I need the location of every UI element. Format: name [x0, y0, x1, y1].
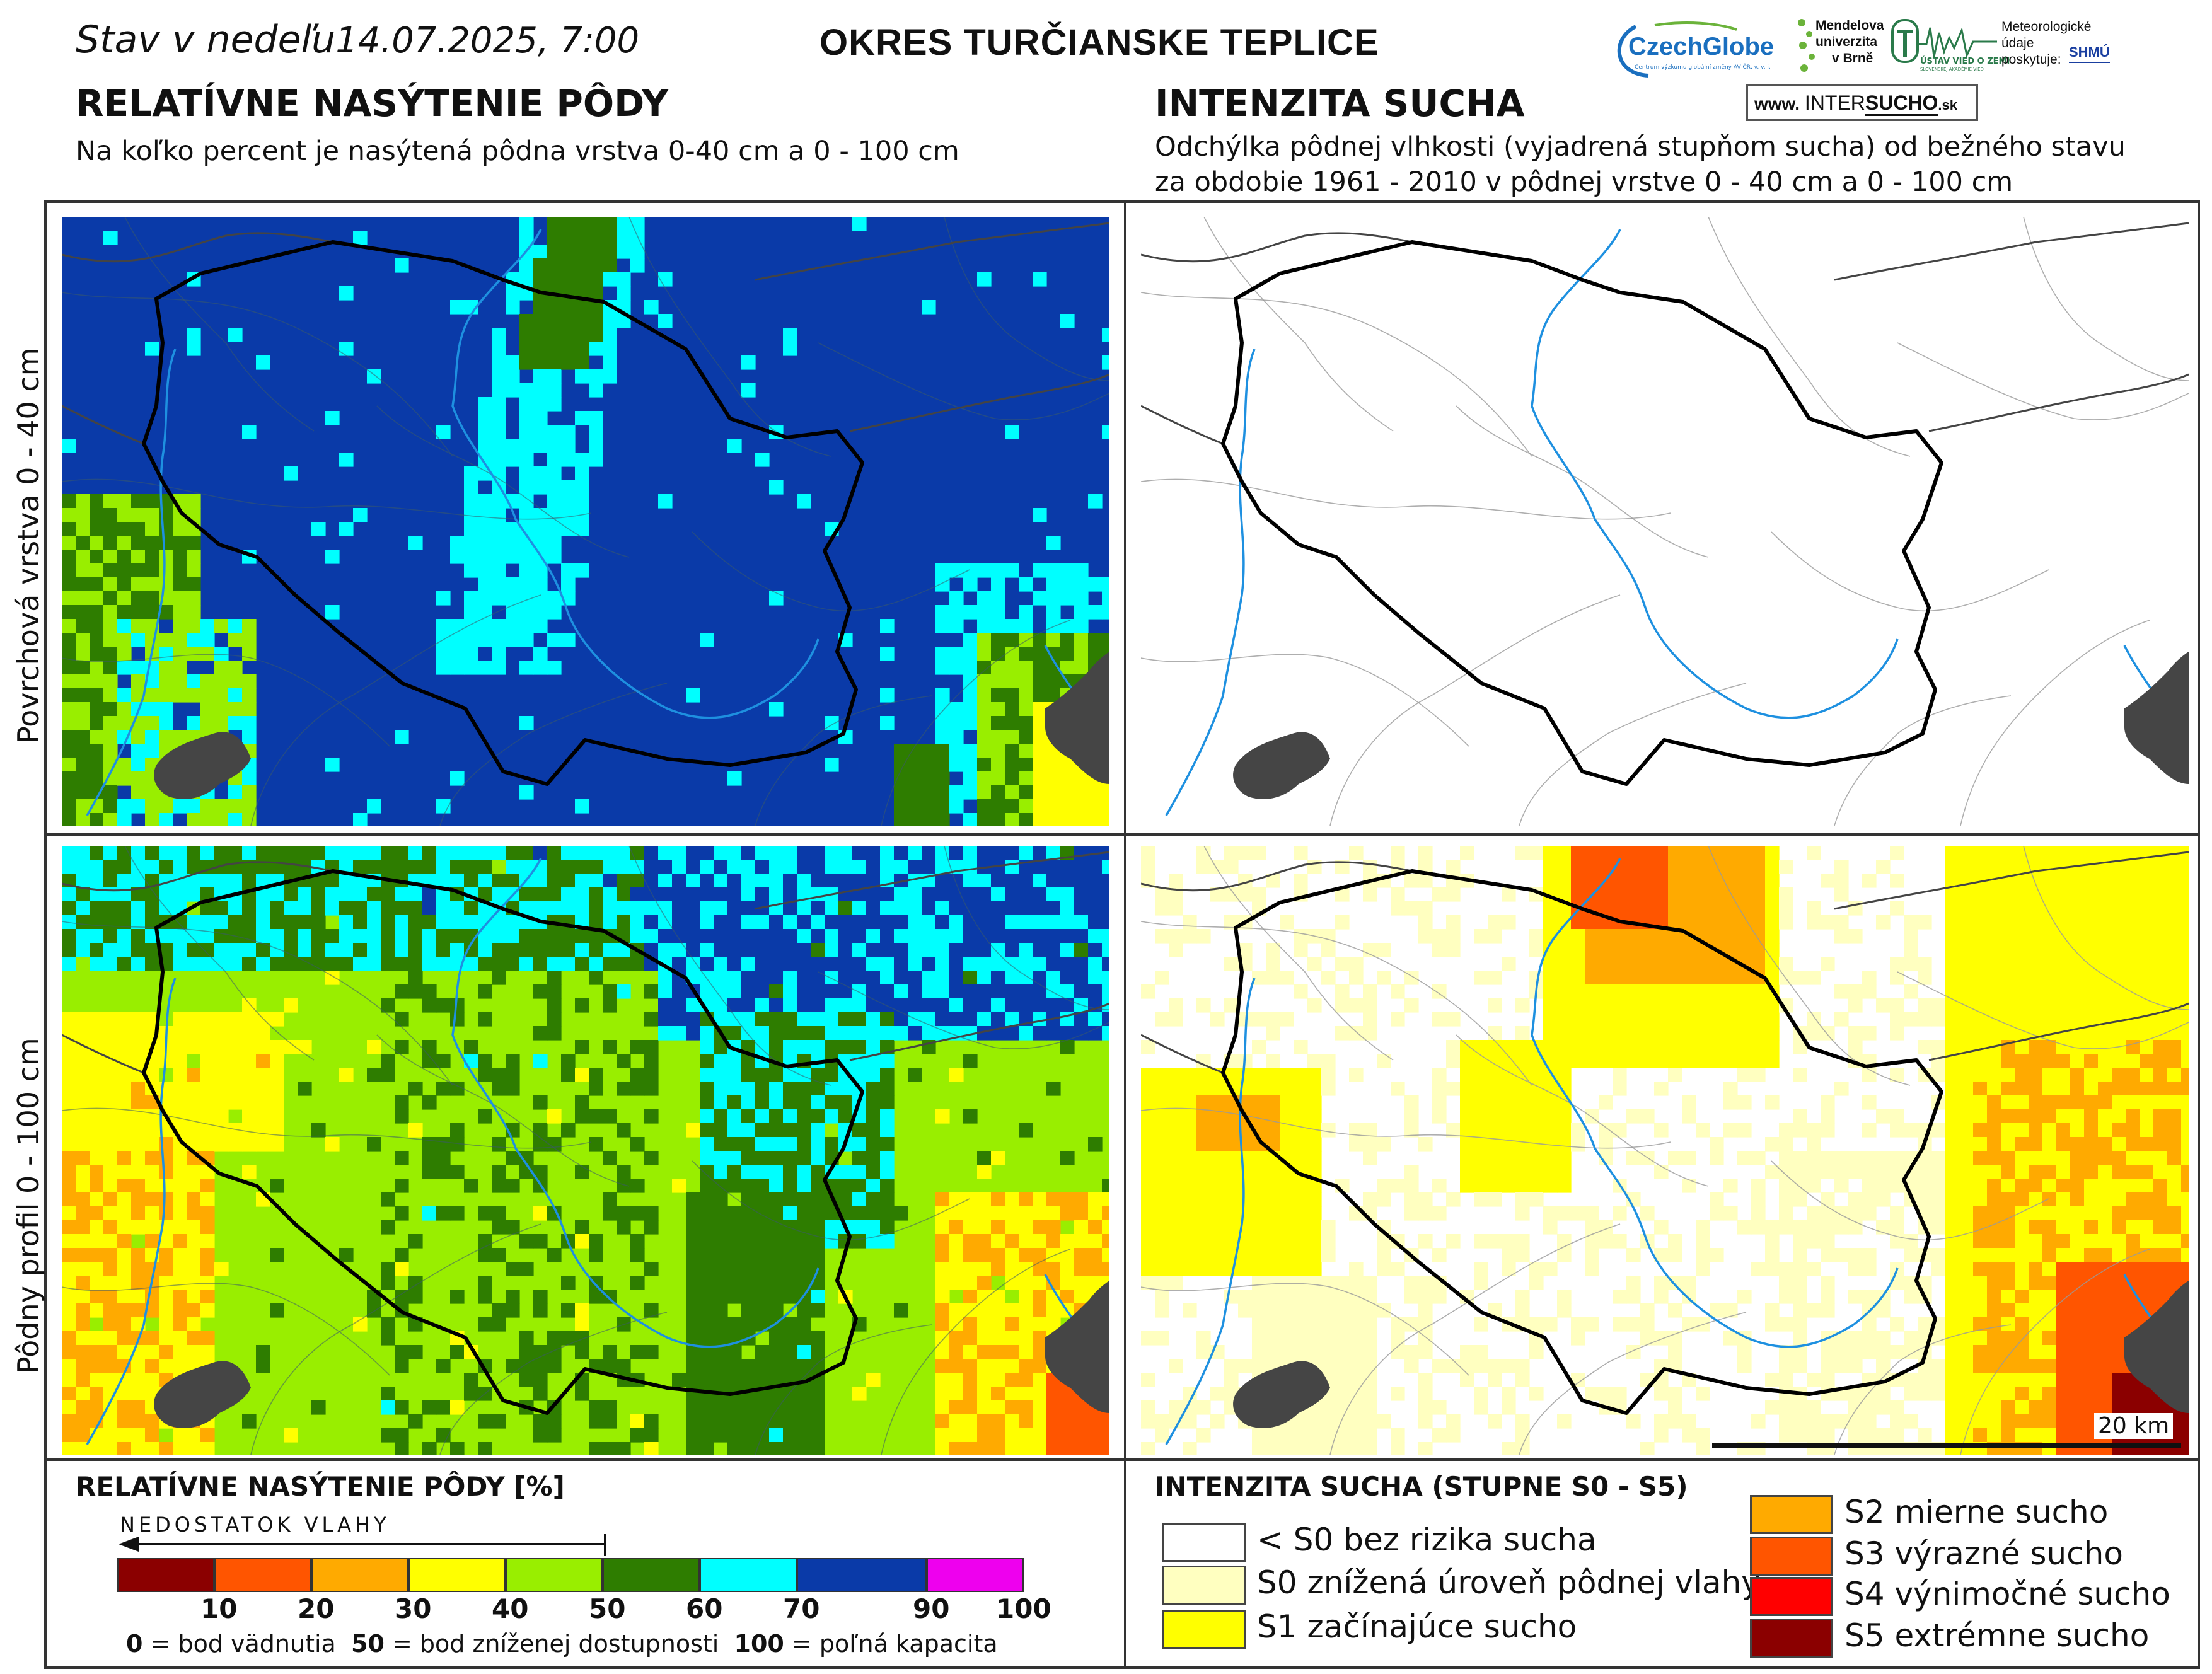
map-drought-profile — [1141, 846, 2189, 1455]
colorbar-tick-label: 10 — [200, 1593, 238, 1624]
mendel-line-3: v Brně — [1832, 51, 1873, 66]
scalebar-line — [1712, 1443, 2181, 1448]
czechglobe-text: CzechGlobe — [1628, 33, 1775, 61]
legend-saturation-title: RELATÍVNE NASÝTENIE PÔDY [%] — [76, 1471, 565, 1502]
legend-drought-swatch — [1162, 1566, 1246, 1605]
left-section-title: RELATÍVNE NASÝTENIE PÔDY — [76, 82, 669, 125]
colorbar-tick-label: 20 — [298, 1593, 335, 1624]
legend-drought-swatch — [1750, 1537, 1833, 1576]
frame-divider-vertical — [1124, 200, 1126, 1669]
note-100-text: = poľná kapacita — [791, 1630, 998, 1658]
legend-drought-swatch — [1750, 1577, 1833, 1616]
ustav-text: ÚSTAV VIED O ZEMI — [1920, 57, 2010, 66]
map-saturation-topsoil — [62, 217, 1109, 826]
czechglobe-logo: CzechGlobe Centrum výzkumu globální změn… — [1611, 14, 1790, 83]
web-prefix: www. — [1754, 94, 1800, 113]
legend-drought-label: S1 začínajúce sucho — [1257, 1608, 1577, 1645]
colorbar-cell — [603, 1558, 700, 1592]
czechglobe-subtext: Centrum výzkumu globální změny AV ČR, v.… — [1635, 64, 1771, 71]
right-section-subtitle-2: za obdobie 1961 - 2010 v pôdnej vrstve 0… — [1155, 166, 2013, 198]
ustav-subtext: SLOVENSKEJ AKADÉMIE VIED — [1920, 67, 1984, 72]
colorbar-cell — [214, 1558, 311, 1592]
row-label-bottom: Pôdny profil 0 - 100 cm — [11, 1037, 45, 1374]
mendel-dots-icon — [1798, 19, 1815, 72]
legend-drought-label: S0 znížená úroveň pôdnej vlahy — [1257, 1564, 1760, 1601]
legend-drought-label: S5 extrémne sucho — [1844, 1617, 2150, 1654]
colorbar-tick-label: 60 — [686, 1593, 723, 1624]
mendel-line-2: univerzita — [1815, 35, 1878, 49]
meteo-provider-text: Meteorologické údaje poskytuje: — [2001, 19, 2091, 68]
note-100-number: 100 — [734, 1630, 784, 1658]
web-sucho: SUCHO — [1865, 91, 1938, 116]
colorbar-cell — [506, 1558, 603, 1592]
web-suffix: .sk — [1938, 97, 1958, 113]
map-saturation-profile — [62, 846, 1109, 1455]
colorbar-cell — [797, 1558, 927, 1592]
deficit-arrow-icon — [119, 1534, 606, 1556]
frame-divider-legend — [44, 1458, 2200, 1461]
note-50-number: 50 — [351, 1630, 385, 1658]
map-canvas — [62, 846, 1109, 1455]
right-section-subtitle-1: Odchýlka pôdnej vlhkosti (vyjadrená stup… — [1155, 131, 2126, 163]
date-heading: Stav v nedeľu14.07.2025, 7:00 — [76, 18, 639, 62]
meteo-line-2: údaje — [2001, 36, 2034, 50]
date-label: Stav v nedeľu — [76, 18, 336, 62]
colorbar-tick-label: 50 — [589, 1593, 626, 1624]
mendel-logo: Mendelova univerzita v Brně — [1795, 15, 1884, 84]
district-boundary — [1221, 240, 1943, 786]
legend-drought-label: S4 výnimočné sucho — [1844, 1576, 2170, 1612]
czechglobe-swoosh-icon — [1617, 21, 1737, 78]
colorbar-cell — [700, 1558, 797, 1592]
row-label-top: Povrchová vrstva 0 - 40 cm — [11, 347, 45, 744]
map-canvas — [1141, 217, 2189, 826]
map-canvas — [62, 217, 1109, 826]
shmu-logo: SHMÚ — [2069, 44, 2110, 63]
legend-drought-swatch — [1162, 1523, 1246, 1562]
colorbar-cell — [408, 1558, 506, 1592]
map-canvas — [1141, 846, 2189, 1455]
web-inter: INTER — [1804, 91, 1865, 114]
note-0-text: = bod vädnutia — [150, 1630, 336, 1658]
colorbar-tick-label: 40 — [492, 1593, 529, 1624]
legend-drought-swatch — [1750, 1495, 1833, 1534]
mendel-line-1: Mendelova — [1815, 18, 1884, 33]
district-title: OKRES TURČIANSKE TEPLICE — [819, 22, 1379, 63]
legend-arrow-label: NEDOSTATOK VLAHY — [120, 1513, 390, 1537]
map-drought-topsoil — [1141, 217, 2189, 826]
ustav-logo: ÚSTAV VIED O ZEMI SLOVENSKEJ AKADÉMIE VI… — [1891, 19, 2010, 76]
meteo-line-3: poskytuje: — [2001, 52, 2061, 67]
date-value: 14.07.2025, 7:00 — [335, 20, 640, 61]
intersucho-web-logo: www. INTERSUCHO.sk — [1746, 84, 1978, 121]
colorbar-tick-label: 90 — [913, 1593, 950, 1624]
map-frame — [44, 200, 2200, 1669]
left-section-subtitle: Na koľko percent je nasýtená pôdna vrstv… — [76, 136, 959, 167]
colorbar-tick-label: 30 — [395, 1593, 432, 1624]
scalebar-label: 20 km — [2094, 1413, 2174, 1439]
colorbar-cell — [927, 1558, 1024, 1592]
colorbar-cell — [117, 1558, 214, 1592]
note-50-text: = bod zníženej dostupnosti — [392, 1630, 719, 1658]
district-boundary — [1221, 869, 1943, 1415]
legend-drought-swatch — [1162, 1610, 1246, 1649]
frame-divider-middle — [44, 833, 2200, 836]
district-boundary — [142, 240, 864, 786]
colorbar-tick-label: 70 — [783, 1593, 820, 1624]
note-0-number: 0 — [126, 1630, 143, 1658]
colorbar-cell — [311, 1558, 408, 1592]
right-section-title: INTENZITA SUCHA — [1155, 82, 1525, 125]
legend-drought-title: INTENZITA SUCHA (STUPNE S0 - S5) — [1155, 1471, 1688, 1502]
colorbar-tick-label: 100 — [996, 1593, 1051, 1624]
legend-drought-label: < S0 bez rizika sucha — [1257, 1521, 1597, 1558]
legend-notes: 0 = bod vädnutia 50 = bod zníženej dostu… — [126, 1630, 998, 1658]
meteo-line-1: Meteorologické — [2001, 20, 2092, 34]
district-boundary — [142, 869, 864, 1415]
legend-drought-swatch — [1750, 1619, 1833, 1658]
legend-drought-label: S3 výrazné sucho — [1844, 1535, 2123, 1572]
legend-drought-label: S2 mierne sucho — [1844, 1494, 2109, 1530]
seismograph-icon — [1891, 19, 1997, 63]
